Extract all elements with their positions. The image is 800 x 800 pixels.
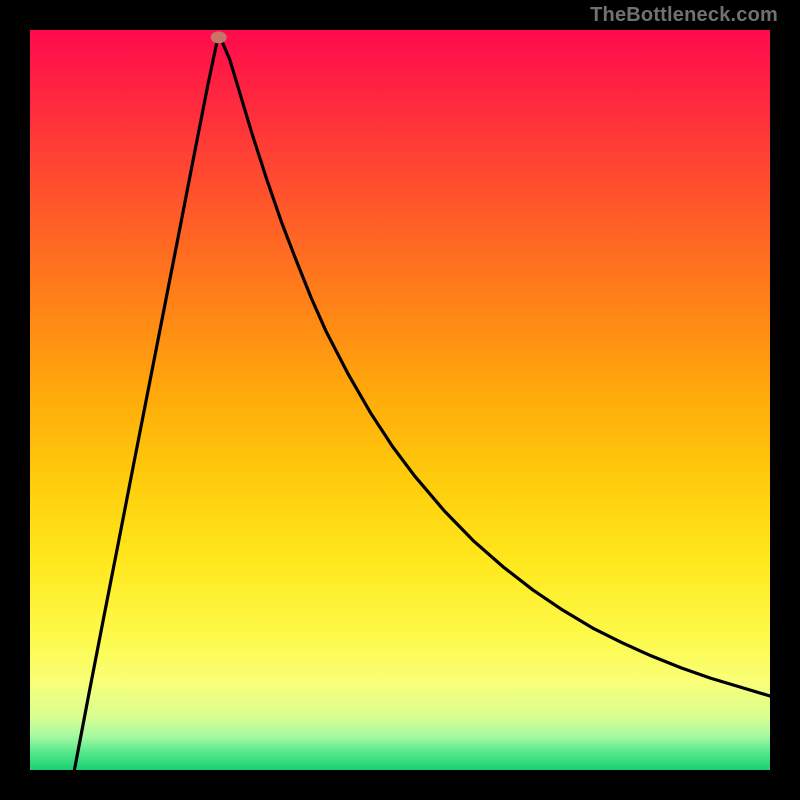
optimal-point-marker	[211, 31, 227, 43]
chart-container: TheBottleneck.com	[0, 0, 800, 800]
bottleneck-curve-chart	[0, 0, 800, 800]
watermark-text: TheBottleneck.com	[590, 4, 778, 27]
